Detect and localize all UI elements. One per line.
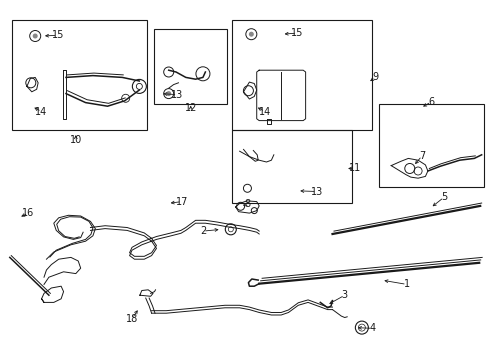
Text: 2: 2 (200, 226, 205, 236)
Bar (232, 130, 351, 203)
Text: 18: 18 (125, 314, 138, 324)
Circle shape (248, 32, 253, 37)
Circle shape (33, 33, 38, 39)
Text: 13: 13 (310, 186, 323, 197)
Text: 8: 8 (244, 199, 249, 210)
Text: 9: 9 (372, 72, 378, 82)
Text: 1: 1 (403, 279, 409, 289)
Text: 14: 14 (258, 107, 271, 117)
Text: 7: 7 (418, 151, 424, 161)
Text: 3: 3 (341, 290, 347, 300)
Text: 10: 10 (69, 135, 82, 145)
Text: 13: 13 (171, 90, 183, 100)
Circle shape (166, 91, 171, 96)
Bar (232, 20, 371, 130)
Text: 5: 5 (440, 192, 446, 202)
Text: 17: 17 (175, 197, 188, 207)
Bar (12, 20, 146, 130)
Text: 16: 16 (22, 208, 35, 218)
Text: 15: 15 (51, 30, 64, 40)
Bar (378, 104, 483, 187)
Bar (154, 29, 227, 104)
Text: 11: 11 (348, 163, 361, 174)
Text: 14: 14 (35, 107, 48, 117)
Text: 4: 4 (369, 323, 375, 333)
Text: 6: 6 (427, 97, 433, 107)
Text: 12: 12 (184, 103, 197, 113)
Text: 15: 15 (290, 28, 303, 38)
